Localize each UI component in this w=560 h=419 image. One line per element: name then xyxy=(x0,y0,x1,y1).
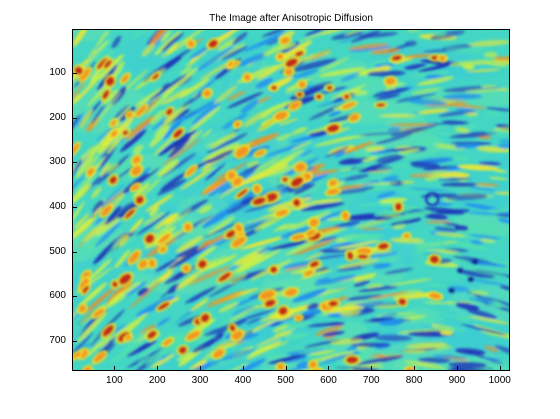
x-tick-label: 1000 xyxy=(488,375,511,386)
x-tick-mark xyxy=(285,366,287,370)
x-tick-mark xyxy=(328,366,330,370)
x-tick-label: 100 xyxy=(106,375,123,386)
x-tick-label: 400 xyxy=(234,375,252,386)
x-tick-label: 800 xyxy=(405,375,423,386)
image-axes xyxy=(72,29,510,371)
x-tick-mark xyxy=(499,366,501,370)
x-tick-mark xyxy=(371,366,373,370)
y-tick-mark xyxy=(73,117,77,119)
y-tick-label: 100 xyxy=(49,67,66,79)
y-tick-mark xyxy=(73,206,77,208)
x-tick-mark xyxy=(114,366,116,370)
x-tick-mark xyxy=(242,366,244,370)
y-tick-mark xyxy=(73,296,77,298)
y-tick-label: 500 xyxy=(49,245,66,257)
x-tick-label: 200 xyxy=(148,375,166,386)
y-tick-mark xyxy=(73,162,77,164)
y-tick-label: 400 xyxy=(49,200,66,212)
figure-title: The Image after Anisotropic Diffusion xyxy=(209,13,373,24)
x-tick-label: 600 xyxy=(320,375,337,386)
x-tick-mark xyxy=(200,366,202,370)
y-tick-label: 300 xyxy=(49,156,66,168)
y-tick-label: 700 xyxy=(49,334,66,346)
y-tick-label: 200 xyxy=(49,111,66,123)
y-tick-mark xyxy=(73,340,77,342)
x-tick-mark xyxy=(414,366,416,370)
y-tick-mark xyxy=(73,73,77,75)
x-tick-label: 900 xyxy=(448,375,466,386)
x-tick-label: 700 xyxy=(362,375,380,386)
y-tick-mark xyxy=(73,251,77,253)
x-tick-mark xyxy=(456,366,458,370)
y-tick-label: 600 xyxy=(49,290,66,302)
x-tick-label: 300 xyxy=(191,375,209,386)
x-tick-mark xyxy=(157,366,159,370)
diffusion-image xyxy=(73,30,509,370)
x-tick-label: 500 xyxy=(277,375,294,386)
